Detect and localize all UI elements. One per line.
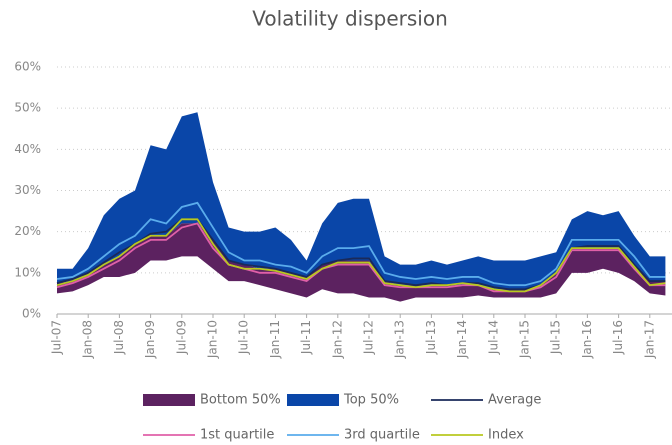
legend-swatch <box>143 394 195 406</box>
line <box>56 222 666 293</box>
x-tick-label: Jan-14 <box>455 320 469 359</box>
x-tick-label: Jul-15 <box>549 320 563 355</box>
y-tick-label: 60% <box>14 60 41 74</box>
y-tick-label: 30% <box>14 183 41 197</box>
x-tick-label: Jul-16 <box>611 320 625 355</box>
x-tick-label: Jan-15 <box>518 320 532 359</box>
legend-label: Index <box>488 428 524 443</box>
y-tick-label: 0% <box>22 307 41 321</box>
legend-label: Top 50% <box>343 393 399 408</box>
y-tick-label: 40% <box>14 142 41 156</box>
legend-swatch <box>287 394 339 406</box>
x-tick-label: Jul-08 <box>112 320 126 355</box>
x-tick-label: Jan-08 <box>81 320 95 359</box>
range-area <box>57 112 666 290</box>
x-tick-label: Jan-09 <box>143 320 157 359</box>
x-tick-label: Jan-10 <box>206 320 220 359</box>
legend-label: 1st quartile <box>200 428 274 443</box>
legend-label: 3rd quartile <box>344 428 420 443</box>
y-tick-label: 10% <box>14 265 41 279</box>
x-tick-label: Jul-13 <box>424 320 438 355</box>
legend-label: Bottom 50% <box>200 393 281 408</box>
line <box>56 201 666 287</box>
line <box>56 218 666 293</box>
x-tick-label: Jan-13 <box>393 320 407 359</box>
x-tick-label: Jul-10 <box>237 320 251 355</box>
x-tick-label: Jul-11 <box>299 320 313 355</box>
x-tick-label: Jan-12 <box>330 320 344 359</box>
x-tick-label: Jul-12 <box>362 320 376 355</box>
x-tick-label: Jul-14 <box>486 320 500 355</box>
x-tick-label: Jul-09 <box>174 320 188 355</box>
x-tick-label: Jan-17 <box>642 320 656 359</box>
chart-title: Volatility dispersion <box>252 7 448 31</box>
legend-label: Average <box>488 393 541 408</box>
y-tick-label: 50% <box>14 101 41 115</box>
x-tick-label: Jan-16 <box>580 320 594 359</box>
y-tick-label: 20% <box>14 224 41 238</box>
x-tick-label: Jan-11 <box>268 320 282 359</box>
x-tick-label: Jul-07 <box>50 320 64 355</box>
